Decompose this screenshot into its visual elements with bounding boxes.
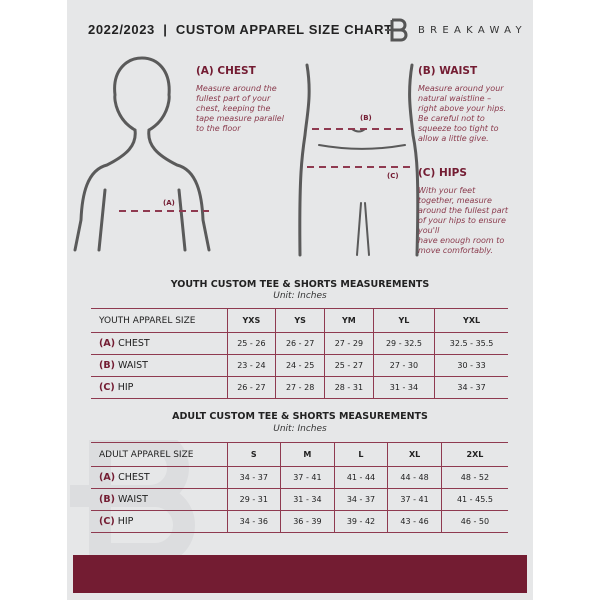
body-figures <box>73 56 420 257</box>
header-cell: YL <box>372 308 435 333</box>
row-measure: CHEST <box>118 472 150 483</box>
value-cell: 29 - 31 <box>226 488 281 511</box>
youth-table-title: YOUTH CUSTOM TEE & SHORTS MEASUREMENTS <box>170 279 430 290</box>
row-measure: CHEST <box>118 338 150 349</box>
row-letter: (C) <box>99 516 115 527</box>
hips-heading: (C) HIPS <box>418 167 467 179</box>
value-cell: 34 - 37 <box>434 376 508 399</box>
value-cell: 46 - 50 <box>440 510 508 533</box>
waist-marker: (B) <box>360 114 372 122</box>
value-cell: 36 - 39 <box>280 510 335 533</box>
row-measure: WAIST <box>117 360 148 371</box>
value-cell: 25 - 26 <box>226 332 276 355</box>
value-cell: 23 - 24 <box>226 354 276 377</box>
youth-size-table: YOUTH APPAREL SIZE YXS YS YM YL YXL (A) CHEST 2… <box>91 308 508 399</box>
row-label: (A) CHEST <box>91 466 227 489</box>
header-cell: YM <box>324 308 374 333</box>
waist-heading: (B) WAIST <box>418 65 478 77</box>
value-cell: 34 - 37 <box>333 488 388 511</box>
chest-heading: (A) CHEST <box>196 65 256 77</box>
table-row: (C) HIP 26 - 27 27 - 28 28 - 31 31 - 34 34 - … <box>91 376 508 399</box>
value-cell: 34 - 37 <box>226 466 281 489</box>
value-cell: 39 - 42 <box>333 510 388 533</box>
value-cell: 37 - 41 <box>280 466 335 489</box>
value-cell: 31 - 34 <box>372 376 435 399</box>
table-row: (B) WAIST 29 - 31 31 - 34 34 - 37 37 - 41 41 … <box>91 488 508 511</box>
value-cell: 25 - 27 <box>324 354 374 377</box>
header-cell: YOUTH APPAREL SIZE <box>91 308 227 333</box>
value-cell: 37 - 41 <box>387 488 442 511</box>
header-cell: YXL <box>434 308 508 333</box>
value-cell: 27 - 30 <box>372 354 435 377</box>
table-row: (C) HIP 34 - 36 36 - 39 39 - 42 43 - 46 46 - … <box>91 510 508 533</box>
value-cell: 48 - 52 <box>440 466 508 489</box>
header-cell: L <box>333 442 388 467</box>
adult-unit: Unit: Inches <box>273 424 327 434</box>
chest-instructions: Measure around the fullest part of your … <box>196 84 284 133</box>
row-measure: WAIST <box>117 494 148 505</box>
row-letter: (B) <box>99 360 115 371</box>
table-header-row: YOUTH APPAREL SIZE YXS YS YM YL YXL <box>91 308 508 333</box>
row-letter: (B) <box>99 494 115 505</box>
table-row: (A) CHEST 34 - 37 37 - 41 41 - 44 44 - 48 48 … <box>91 466 508 489</box>
header-cell: YS <box>275 308 325 333</box>
value-cell: 44 - 48 <box>387 466 442 489</box>
header-cell: 2XL <box>440 442 508 467</box>
adult-size-table: ADULT APPAREL SIZE S M L XL 2XL (A) CHEST 34 - … <box>91 442 508 533</box>
value-cell: 28 - 31 <box>324 376 374 399</box>
header-cell: M <box>280 442 335 467</box>
row-letter: (C) <box>99 382 115 393</box>
table-header-row: ADULT APPAREL SIZE S M L XL 2XL <box>91 442 508 467</box>
chest-marker: (A) <box>163 199 175 207</box>
page-title: 2022/2023 | CUSTOM APPAREL SIZE CHART <box>88 22 393 37</box>
waist-instructions: Measure around your natural waistline – … <box>418 84 507 143</box>
row-label: (C) HIP <box>91 376 227 399</box>
hips-marker: (C) <box>387 172 399 180</box>
value-cell: 41 - 45.5 <box>440 488 508 511</box>
value-cell: 34 - 36 <box>226 510 281 533</box>
adult-table-title: ADULT CUSTOM TEE & SHORTS MEASUREMENTS <box>172 411 428 422</box>
value-cell: 24 - 25 <box>275 354 325 377</box>
table-row: (A) CHEST 25 - 26 26 - 27 27 - 29 29 - 32.5 3… <box>91 332 508 355</box>
value-cell: 29 - 32.5 <box>372 332 435 355</box>
row-label: (B) WAIST <box>91 488 227 511</box>
value-cell: 32.5 - 35.5 <box>434 332 508 355</box>
brand-logo: BREAKAWAY <box>384 18 527 42</box>
value-cell: 27 - 29 <box>324 332 374 355</box>
value-cell: 31 - 34 <box>280 488 335 511</box>
value-cell: 27 - 28 <box>275 376 325 399</box>
row-label: (A) CHEST <box>91 332 227 355</box>
value-cell: 26 - 27 <box>226 376 276 399</box>
value-cell: 43 - 46 <box>387 510 442 533</box>
row-measure: HIP <box>117 516 134 527</box>
breakaway-logo-icon <box>385 18 408 42</box>
header-cell: XL <box>387 442 442 467</box>
head-outline <box>113 56 171 132</box>
value-cell: 41 - 44 <box>333 466 388 489</box>
header-cell: S <box>226 442 281 467</box>
row-label: (B) WAIST <box>91 354 227 377</box>
youth-unit: Unit: Inches <box>273 291 327 301</box>
footer-band <box>73 555 527 593</box>
row-letter: (A) <box>99 338 116 349</box>
value-cell: 30 - 33 <box>434 354 508 377</box>
hips-instructions: With your feet together, measure around … <box>418 186 509 255</box>
row-letter: (A) <box>99 472 116 483</box>
header-cell: YXS <box>226 308 276 333</box>
table-row: (B) WAIST 23 - 24 24 - 25 25 - 27 27 - 30 30 … <box>91 354 508 377</box>
row-label: (C) HIP <box>91 510 227 533</box>
row-measure: HIP <box>117 382 134 393</box>
value-cell: 26 - 27 <box>275 332 325 355</box>
header-cell: ADULT APPAREL SIZE <box>91 442 227 467</box>
